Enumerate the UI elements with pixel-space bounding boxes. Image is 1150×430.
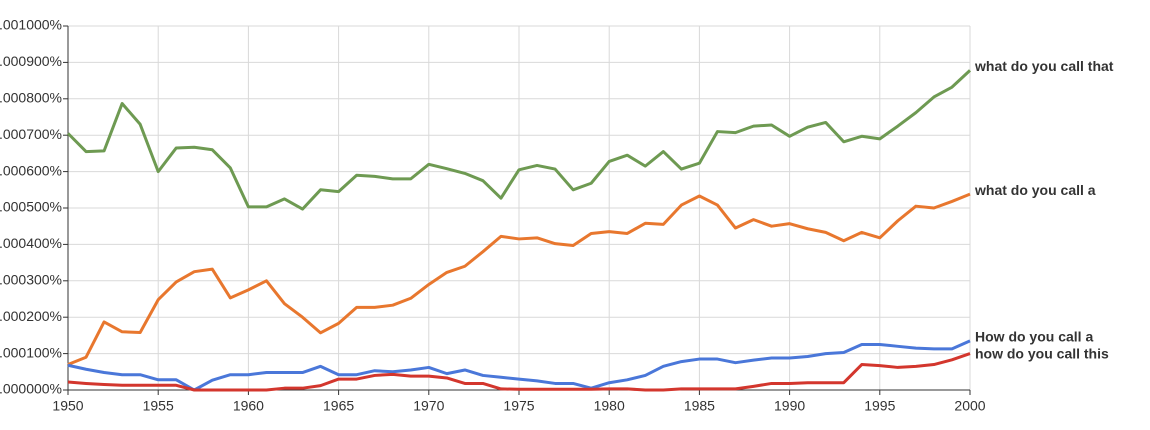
x-tick-label: 1955 xyxy=(143,398,174,414)
x-tick-label: 1950 xyxy=(52,398,83,414)
x-tick-label: 1965 xyxy=(323,398,354,414)
x-tick-label: 1970 xyxy=(413,398,444,414)
series-label: what do you call a xyxy=(974,182,1096,198)
y-tick-label: 0.000300% xyxy=(0,272,62,288)
x-tick-label: 1975 xyxy=(503,398,534,414)
y-tick-label: 0.000700% xyxy=(0,126,62,142)
y-tick-label: 0.000900% xyxy=(0,53,62,69)
x-tick-label: 1995 xyxy=(864,398,895,414)
y-tick-label: 0.000400% xyxy=(0,235,62,251)
series-label: what do you call that xyxy=(974,58,1114,74)
series-line xyxy=(66,69,972,211)
y-tick-label: 0.001000% xyxy=(0,17,62,33)
series-line xyxy=(67,352,971,392)
series-line xyxy=(67,192,971,366)
y-tick-label: 0.000500% xyxy=(0,199,62,215)
y-tick-label: 0.000200% xyxy=(0,308,62,324)
y-tick-label: 0.000000% xyxy=(0,381,62,397)
y-tick-label: 0.000800% xyxy=(0,90,62,106)
x-tick-label: 1960 xyxy=(233,398,264,414)
series-label: how do you call this xyxy=(975,346,1109,362)
x-tick-label: 2000 xyxy=(954,398,985,414)
y-tick-label: 0.000600% xyxy=(0,162,62,178)
x-tick-label: 1985 xyxy=(684,398,715,414)
y-tick-label: 0.000100% xyxy=(0,344,62,360)
x-tick-label: 1980 xyxy=(594,398,625,414)
series-label: How do you call a xyxy=(975,329,1093,345)
x-tick-label: 1990 xyxy=(774,398,805,414)
series-line xyxy=(67,339,971,392)
